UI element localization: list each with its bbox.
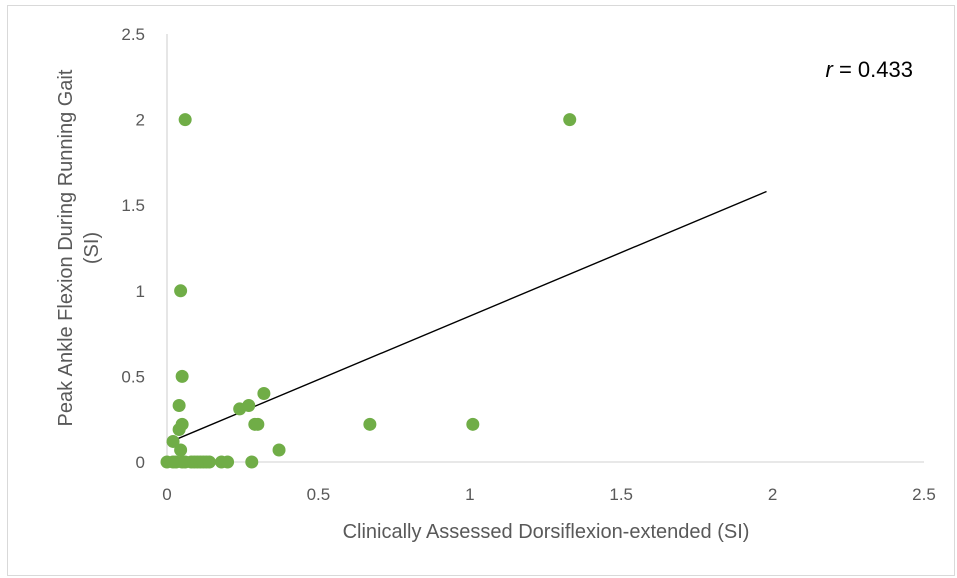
trendline-group <box>166 190 767 444</box>
x-tick-label: 2.5 <box>912 485 936 504</box>
data-point <box>257 387 271 401</box>
y-tick-label: 2 <box>136 111 145 130</box>
data-point <box>178 113 192 127</box>
y-axis-title-line1: Peak Ankle Flexion During Running Gait <box>55 69 77 426</box>
chart-area <box>7 5 955 576</box>
x-axis-title: Clinically Assessed Dorsiflexion-extende… <box>343 521 750 543</box>
data-points <box>160 113 577 469</box>
axes <box>166 34 924 463</box>
y-tick-label: 1 <box>136 282 145 301</box>
y-tick-label: 2.5 <box>121 25 145 44</box>
data-point <box>245 455 259 469</box>
x-tick-label: 1 <box>465 485 474 504</box>
data-point <box>175 369 189 383</box>
data-point <box>272 443 286 457</box>
correlation-annotation: r = 0.433 <box>826 57 913 82</box>
data-point <box>466 417 480 431</box>
data-point <box>174 443 188 457</box>
correlation-value: = 0.433 <box>833 57 913 82</box>
y-tick-label: 0.5 <box>121 367 145 386</box>
data-point <box>563 113 577 127</box>
data-point <box>242 399 256 413</box>
data-point <box>221 455 235 469</box>
data-point <box>174 284 188 298</box>
x-tick-label: 0 <box>162 485 171 504</box>
x-tick-label: 0.5 <box>307 485 331 504</box>
x-tick-label: 1.5 <box>609 485 633 504</box>
y-tick-label: 0 <box>136 453 145 472</box>
data-point <box>202 455 216 469</box>
trendline <box>166 190 767 444</box>
data-point <box>166 434 180 448</box>
data-point <box>363 417 377 431</box>
tick-labels: 0 0.5 1 1.5 2 2.5 0 0.5 1 1.5 2 2.5 <box>121 25 935 504</box>
y-tick-label: 1.5 <box>121 196 145 215</box>
correlation-symbol: r <box>826 57 835 82</box>
x-tick-label: 2 <box>768 485 777 504</box>
data-point <box>175 417 189 431</box>
y-axis-title-line2: (SI) <box>81 232 103 264</box>
data-point <box>251 417 265 431</box>
data-point <box>172 399 186 413</box>
